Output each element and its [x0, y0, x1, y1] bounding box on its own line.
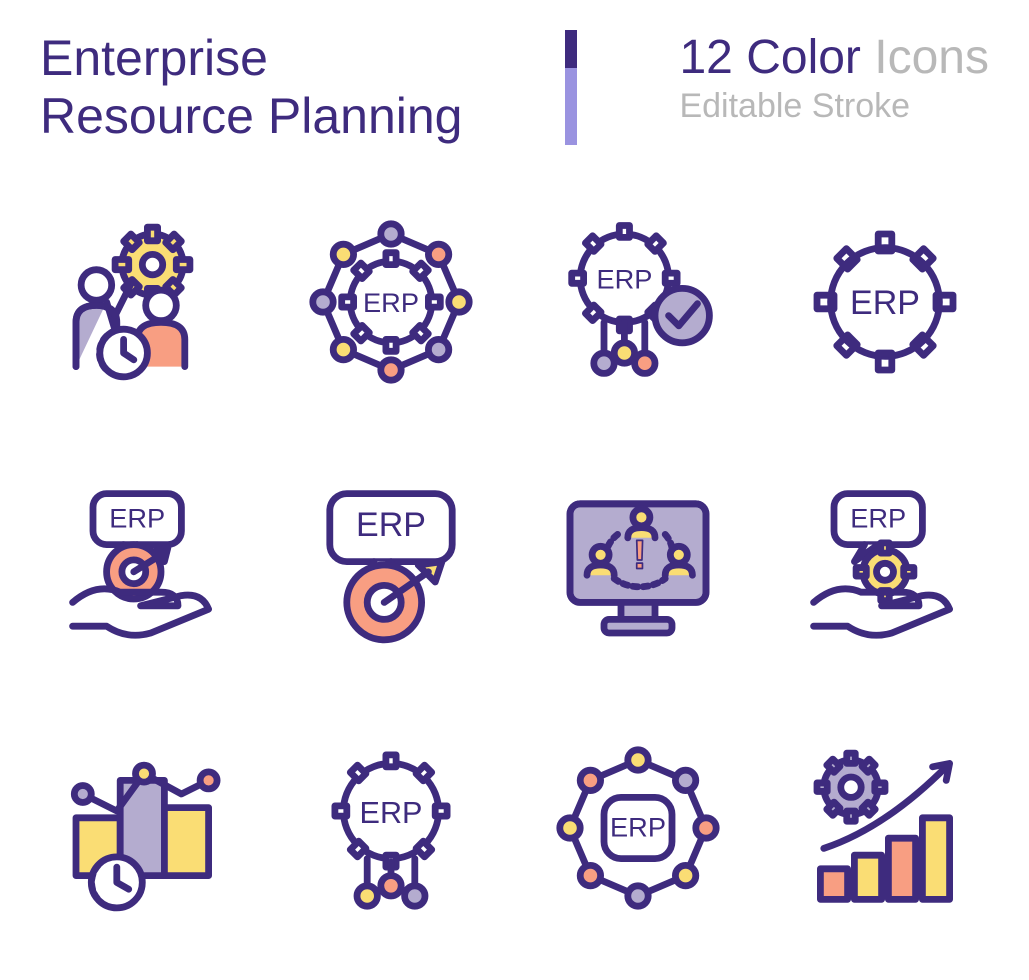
erp-label: ERP	[363, 287, 419, 318]
erp-hand-gear-icon: ERP	[782, 458, 989, 671]
alert-icon: !	[633, 531, 647, 577]
divider-top	[565, 30, 577, 68]
title-line-1: Enterprise	[40, 30, 463, 88]
divider-bot	[565, 68, 577, 145]
erp-label: ERP	[851, 503, 907, 534]
erp-hub-network-icon: ERP	[535, 722, 742, 935]
meta-line-1: 12 Color Icons	[679, 30, 989, 85]
erp-gear-check-icon: ERP	[535, 195, 742, 408]
erp-target-icon: ERP	[287, 458, 494, 671]
title-block: Enterprise Resource Planning	[40, 30, 463, 145]
gear-growth-chart-icon	[782, 722, 989, 935]
meta-count: 12	[679, 31, 732, 84]
header: Enterprise Resource Planning 12 Color Ic…	[40, 30, 989, 145]
erp-network-gear-icon: ERP	[287, 195, 494, 408]
erp-label: ERP	[850, 284, 920, 322]
header-divider	[565, 30, 577, 145]
chart-clock-icon	[40, 722, 247, 935]
erp-label: ERP	[356, 506, 426, 544]
erp-label: ERP	[597, 263, 653, 294]
erp-gear-nodes-icon: ERP	[287, 722, 494, 935]
icon-grid: ERP ERP	[40, 195, 989, 935]
meta-icons-word: Icons	[874, 31, 989, 84]
erp-label: ERP	[109, 503, 165, 534]
team-gear-clock-icon	[40, 195, 247, 408]
erp-label: ERP	[359, 796, 422, 830]
erp-hand-target-icon: ERP	[40, 458, 247, 671]
erp-gear-outline-icon: ERP	[782, 195, 989, 408]
meta-count-word: Color	[746, 31, 861, 84]
erp-label: ERP	[610, 812, 666, 843]
monitor-team-alert-icon: !	[535, 458, 742, 671]
meta-subtitle: Editable Stroke	[679, 87, 989, 126]
meta-block: 12 Color Icons Editable Stroke	[679, 30, 989, 126]
title-line-2: Resource Planning	[40, 88, 463, 146]
